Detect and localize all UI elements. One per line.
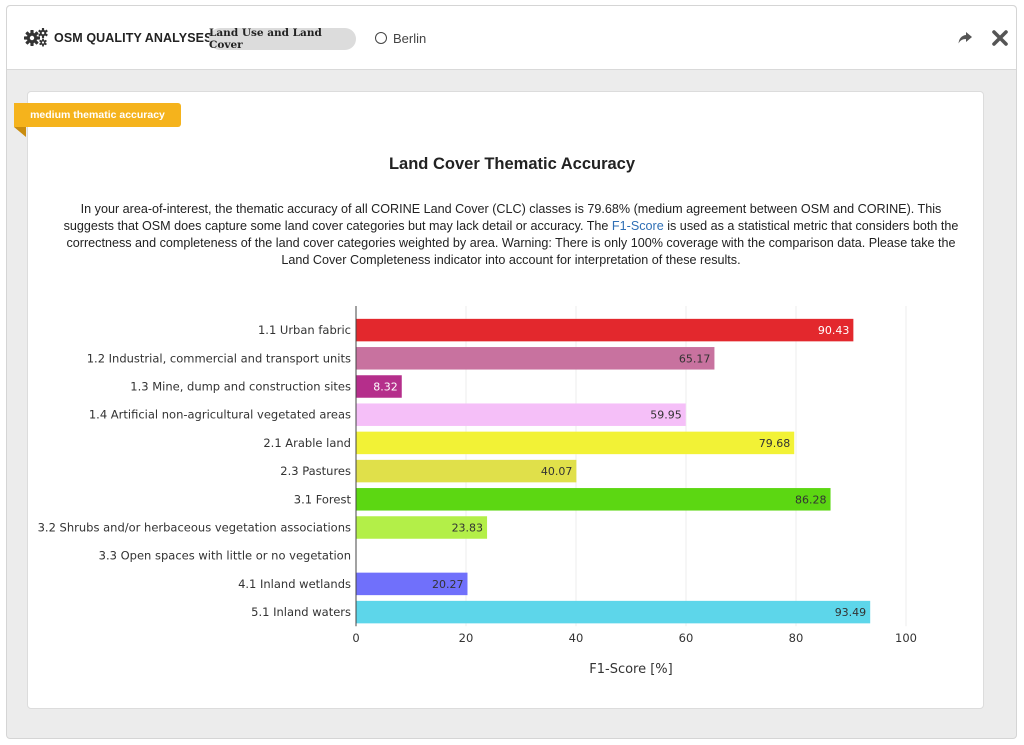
topic-pill[interactable]: Land Use and Land Cover xyxy=(209,27,356,51)
category-label: 1.2 Industrial, commercial and transport… xyxy=(87,351,351,365)
bar[interactable] xyxy=(356,488,831,511)
category-label: 2.3 Pastures xyxy=(280,464,351,478)
window-header: OSM QUALITY ANALYSES Land Use and Land C… xyxy=(7,6,1016,70)
bar[interactable] xyxy=(356,600,871,624)
radio-icon[interactable] xyxy=(375,32,387,44)
x-axis-title: F1-Score [%] xyxy=(589,662,672,677)
category-label: 2.1 Arable land xyxy=(263,436,351,450)
bar[interactable] xyxy=(356,516,488,539)
category-label: 1.3 Mine, dump and construction sites xyxy=(130,380,351,394)
x-tick-label: 60 xyxy=(679,631,694,645)
x-tick-label: 100 xyxy=(895,631,917,645)
bar-value-label: 90.43 xyxy=(818,324,850,337)
x-tick-label: 80 xyxy=(789,631,804,645)
category-label: 3.1 Forest xyxy=(294,492,352,506)
category-label: 1.4 Artificial non-agricultural vegetate… xyxy=(89,408,351,422)
bar-value-label: 20.27 xyxy=(432,578,464,591)
bar-value-label: 79.68 xyxy=(759,437,791,450)
bar[interactable] xyxy=(356,347,715,370)
category-label: 1.1 Urban fabric xyxy=(258,323,351,337)
gear-icon xyxy=(24,28,48,47)
bar[interactable] xyxy=(356,403,686,426)
description-text-2: is used as a statistical metric that con… xyxy=(66,219,959,267)
bar-value-label: 23.83 xyxy=(452,522,484,535)
bar-value-label: 65.17 xyxy=(679,352,711,365)
description: In your area-of-interest, the thematic a… xyxy=(55,201,967,269)
bar[interactable] xyxy=(356,318,854,342)
bar[interactable] xyxy=(356,572,468,596)
description-text-1: In your area-of-interest, the thematic a… xyxy=(63,202,942,233)
bar-value-label: 8.32 xyxy=(373,381,398,394)
bar-value-label: 59.95 xyxy=(650,409,682,422)
bar-value-label: 40.07 xyxy=(541,465,573,478)
app-title: OSM QUALITY ANALYSES xyxy=(54,31,213,45)
x-tick-label: 40 xyxy=(569,631,584,645)
bar-value-label: 86.28 xyxy=(795,493,827,506)
category-label: 3.3 Open spaces with little or no vegeta… xyxy=(99,549,351,563)
bar[interactable] xyxy=(356,431,795,455)
bar[interactable] xyxy=(356,459,577,483)
share-icon[interactable] xyxy=(958,32,972,44)
accuracy-badge: medium thematic accuracy xyxy=(14,103,181,127)
x-tick-label: 20 xyxy=(459,631,474,645)
location-label[interactable]: Berlin xyxy=(393,31,427,46)
card-title: Land Cover Thematic Accuracy xyxy=(388,155,636,173)
category-label: 5.1 Inland waters xyxy=(251,605,351,619)
badge-fold xyxy=(14,127,26,137)
category-label: 4.1 Inland wetlands xyxy=(238,577,351,591)
bar[interactable] xyxy=(356,375,402,398)
close-icon[interactable] xyxy=(992,30,1008,46)
f1-score-link[interactable]: F1-Score xyxy=(611,219,664,233)
category-label: 3.2 Shrubs and/or herbaceous vegetation … xyxy=(38,521,351,535)
x-tick-label: 0 xyxy=(352,631,359,645)
bar-value-label: 93.49 xyxy=(835,606,867,619)
